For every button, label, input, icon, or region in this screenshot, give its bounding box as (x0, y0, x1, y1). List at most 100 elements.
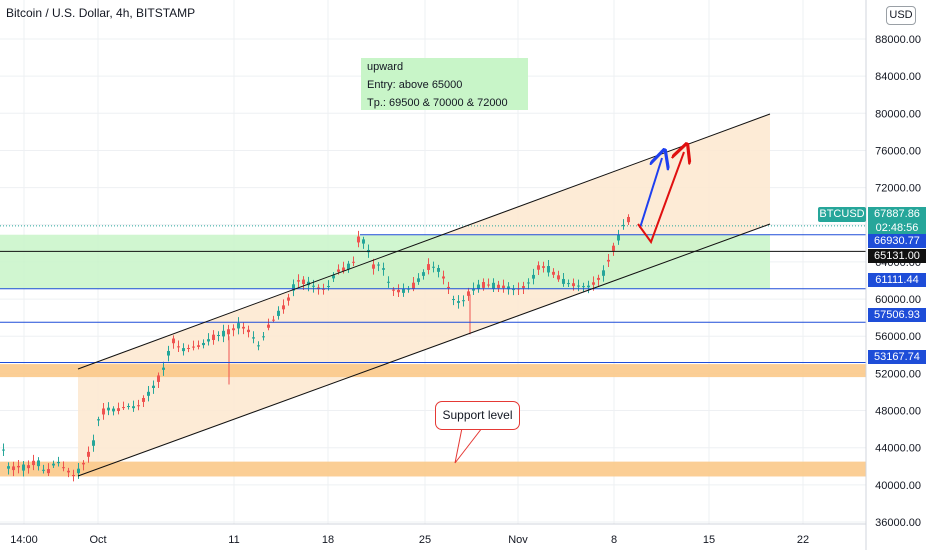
x-tick-label: 25 (419, 534, 431, 546)
x-tick-label: Oct (89, 534, 106, 546)
candle-body (282, 305, 285, 310)
price-label-l2: 65131.00 (868, 249, 926, 263)
note-line-1: upward (367, 61, 404, 73)
y-tick-label: 72000.00 (875, 183, 921, 195)
price-label-current: 67887.86 (868, 207, 926, 221)
candle-body (432, 266, 435, 268)
candle-body (582, 286, 585, 288)
candle-body (72, 474, 75, 477)
candle-body (92, 440, 95, 446)
y-tick-label: 76000.00 (875, 145, 921, 157)
price-label-l5: 53167.74 (868, 350, 926, 364)
candle-body (457, 301, 460, 303)
support-level-callout: Support level (435, 401, 520, 430)
candle-body (262, 336, 265, 338)
candle-body (362, 239, 365, 244)
candle-body (372, 264, 375, 269)
candle-body (202, 342, 205, 346)
currency-button[interactable]: USD (886, 6, 916, 25)
candle-body (532, 274, 535, 279)
y-tick-label: 84000.00 (875, 71, 921, 83)
candle-body (382, 268, 385, 270)
x-tick-label: Nov (508, 534, 528, 546)
candle-body (507, 286, 510, 290)
y-tick-label: 56000.00 (875, 331, 921, 343)
candle-body (537, 265, 540, 270)
candle-body (147, 391, 150, 396)
candle-body (402, 288, 405, 293)
candle-body (182, 348, 185, 352)
candle-body (232, 328, 235, 331)
candle-body (552, 271, 555, 275)
candle-body (207, 339, 210, 342)
candle-body (442, 276, 445, 279)
blue-target-arrow (639, 158, 662, 229)
y-tick-label: 36000.00 (875, 517, 921, 529)
candle-body (502, 285, 505, 288)
price-label-countdown: 02:48:56 (868, 221, 926, 235)
candle-body (12, 466, 15, 471)
candle-body (242, 326, 245, 329)
candle-body (52, 463, 55, 466)
candle-body (597, 277, 600, 280)
candle-body (452, 299, 455, 301)
candle-body (112, 408, 115, 412)
candle-body (332, 275, 335, 279)
y-tick-label: 60000.00 (875, 294, 921, 306)
x-tick-label: 14:00 (10, 534, 38, 546)
candle-body (357, 236, 360, 243)
candle-body (197, 345, 200, 347)
candle-body (627, 216, 630, 223)
candle-body (592, 282, 595, 285)
candle-body (237, 323, 240, 329)
candle-body (622, 224, 625, 227)
candle-body (102, 408, 105, 415)
candle-body (82, 462, 85, 465)
candle-body (42, 469, 45, 471)
candle-body (562, 278, 565, 284)
candle-body (602, 270, 605, 276)
candle-body (397, 289, 400, 293)
y-tick-label: 40000.00 (875, 480, 921, 492)
candle-body (137, 405, 140, 407)
candle-body (617, 235, 620, 241)
candle-body (122, 407, 125, 409)
orange-zone-upper (0, 364, 866, 378)
candle-body (22, 464, 25, 471)
candle-body (492, 282, 495, 289)
candle-body (27, 465, 30, 469)
candle-body (272, 319, 275, 321)
y-tick-label: 80000.00 (875, 108, 921, 120)
candle-body (47, 469, 50, 474)
candle-body (422, 272, 425, 276)
candle-body (337, 269, 340, 272)
note-line-2: Entry: above 65000 (367, 79, 463, 91)
candle-body (522, 286, 525, 288)
candle-body (412, 282, 415, 289)
candle-body (607, 259, 610, 262)
candle-body (57, 461, 60, 464)
candle-body (512, 289, 515, 291)
candle-body (247, 329, 250, 333)
candle-body (312, 285, 315, 287)
price-label-l4: 57506.93 (868, 308, 926, 322)
candle-body (297, 280, 300, 282)
candle-body (307, 281, 310, 286)
candle-body (62, 467, 65, 469)
candle-body (387, 281, 390, 283)
candle-body (467, 291, 470, 296)
candle-body (32, 460, 35, 466)
candle-body (287, 297, 290, 301)
candle-body (352, 261, 355, 263)
candle-body (577, 285, 580, 287)
green-entry-zone (0, 234, 770, 289)
candle-body (172, 338, 175, 344)
price-zones (0, 114, 866, 477)
candle-body (482, 282, 485, 288)
candle-body (472, 288, 475, 291)
candle-body (487, 284, 490, 286)
x-tick-label: 22 (797, 534, 809, 546)
candle-body (542, 266, 545, 268)
candle-body (322, 288, 325, 290)
price-label-l3: 61111.44 (868, 273, 926, 287)
